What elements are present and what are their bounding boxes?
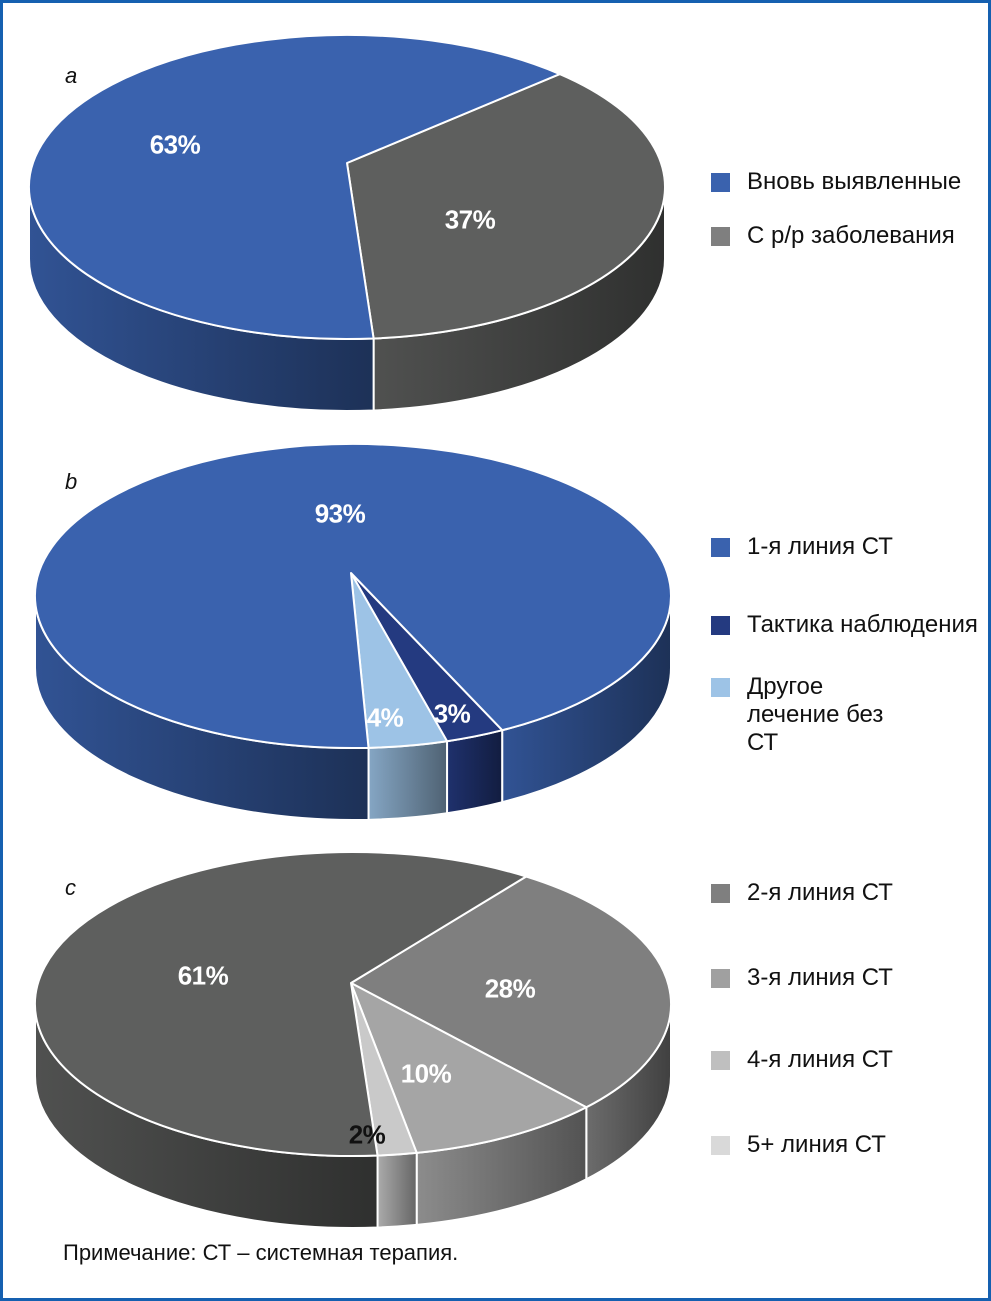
legend-item-c-line3: 3-я линия СТ bbox=[711, 964, 893, 992]
legend-swatch bbox=[711, 1136, 730, 1155]
legend-swatch bbox=[711, 678, 730, 697]
pie-side-c-2 bbox=[376, 1151, 418, 1229]
legend-label: 5+ линия СТ bbox=[747, 1131, 886, 1158]
legend-label: 4-я линия СТ bbox=[747, 1046, 893, 1073]
legend-swatch bbox=[711, 173, 730, 192]
footnote: Примечание: СТ – системная терапия. bbox=[63, 1240, 459, 1265]
legend-swatch bbox=[711, 884, 730, 903]
panel-letter-b: b bbox=[65, 469, 78, 494]
legend-item-a-relapse: С р/р заболевания bbox=[711, 222, 955, 250]
pie-slice-c-0 bbox=[350, 875, 672, 1109]
pie-side-b-1 bbox=[367, 740, 449, 821]
legend-label: 3-я линия СТ bbox=[747, 964, 893, 991]
panel-letter-c: c bbox=[65, 875, 76, 900]
legend-item-b-other: Другое лечение без СТ bbox=[711, 673, 911, 757]
legend-item-c-line5: 5+ линия СТ bbox=[711, 1131, 886, 1159]
legend-label: 1-я линия СТ bbox=[747, 533, 893, 560]
data-label-c-2: 2% bbox=[348, 1119, 386, 1150]
legend-label: 2-я линия СТ bbox=[747, 879, 893, 906]
data-label-b-3: 3% bbox=[433, 698, 471, 729]
pie-slice-b-2 bbox=[34, 443, 672, 749]
legend-item-b-line1: 1-я линия СТ bbox=[711, 533, 893, 561]
legend-item-b-watch: Тактика наблюдения bbox=[711, 611, 978, 639]
data-label-c-10: 10% bbox=[400, 1058, 452, 1089]
data-label-c-61: 61% bbox=[177, 960, 229, 991]
legend-item-c-line4: 4-я линия СТ bbox=[711, 1046, 893, 1074]
data-label-a-63: 63% bbox=[149, 129, 201, 160]
legend-label: Вновь выявленные bbox=[747, 168, 962, 195]
data-label-b-4: 4% bbox=[366, 702, 404, 733]
pie-side-b-0 bbox=[446, 728, 504, 815]
legend-item-a-new: Вновь выявленные bbox=[711, 168, 961, 196]
legend-swatch bbox=[711, 538, 730, 557]
legend-label: С р/р заболевания bbox=[747, 222, 955, 249]
data-label-c-28: 28% bbox=[484, 973, 536, 1004]
legend-swatch bbox=[711, 1051, 730, 1070]
legend-swatch bbox=[711, 616, 730, 635]
pie-slice-a-0 bbox=[346, 73, 666, 340]
legend-label: Другое лечение без СТ bbox=[747, 673, 884, 756]
legend-item-c-line2: 2-я линия СТ bbox=[711, 879, 893, 907]
panel-letter-a: a bbox=[65, 63, 78, 88]
pie-slice-a-1 bbox=[28, 34, 561, 340]
pie-charts bbox=[28, 34, 672, 1229]
legend-swatch bbox=[711, 969, 730, 988]
data-label-a-37: 37% bbox=[444, 204, 496, 235]
pie-slice-c-3 bbox=[34, 851, 528, 1157]
legend-label: Тактика наблюдения bbox=[747, 611, 978, 638]
legend-swatch bbox=[711, 227, 730, 246]
data-label-b-93: 93% bbox=[314, 498, 366, 529]
pie-slice-c-1 bbox=[350, 982, 588, 1154]
